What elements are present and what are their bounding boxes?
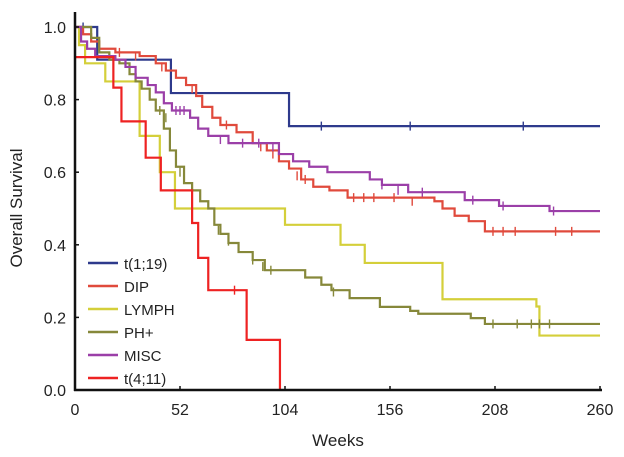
y-tick-label: 0.2 bbox=[44, 310, 66, 327]
survival-curve bbox=[75, 25, 600, 213]
x-tick-label: 52 bbox=[171, 402, 189, 419]
legend-label: PH+ bbox=[124, 325, 154, 342]
survival-curve bbox=[75, 25, 600, 326]
legend-item: PH+ bbox=[88, 325, 154, 342]
y-tick-label: 1.0 bbox=[44, 20, 66, 37]
series-dip bbox=[75, 25, 600, 236]
series-t-1-19- bbox=[75, 22, 600, 131]
legend-label: MISC bbox=[124, 348, 162, 365]
legend: t(1;19) DIP LYMPH PH+ MISC t(4;11) bbox=[88, 256, 175, 388]
series-t-4-11- bbox=[75, 56, 282, 390]
series-layer bbox=[75, 22, 600, 390]
y-tick-label: 0.8 bbox=[44, 93, 66, 110]
x-axis-title: Weeks bbox=[312, 431, 364, 450]
y-axis-title: Overall Survival bbox=[7, 148, 26, 267]
legend-item: t(4;11) bbox=[88, 371, 166, 388]
legend-item: t(1;19) bbox=[88, 256, 167, 273]
survival-curve bbox=[75, 56, 282, 390]
x-tick-label: 208 bbox=[482, 402, 509, 419]
series-ph- bbox=[75, 25, 600, 329]
legend-item: DIP bbox=[88, 279, 149, 296]
legend-label: DIP bbox=[124, 279, 149, 296]
x-tick-label: 104 bbox=[272, 402, 299, 419]
legend-item: LYMPH bbox=[88, 302, 175, 319]
survival-curve bbox=[75, 25, 600, 233]
series-misc bbox=[75, 25, 600, 216]
x-tick-label: 156 bbox=[377, 402, 404, 419]
y-tick-label: 0.4 bbox=[44, 238, 66, 255]
legend-label: t(4;11) bbox=[124, 371, 166, 388]
survival-curve bbox=[75, 25, 600, 337]
x-tick-label: 260 bbox=[587, 402, 614, 419]
legend-label: t(1;19) bbox=[124, 256, 167, 273]
tick-layer: 0 52 104 156 208 260 0.0 0.2 0.4 0.6 0.8 1.0 bbox=[44, 20, 614, 419]
survival-curve bbox=[75, 25, 600, 128]
legend-label: LYMPH bbox=[124, 302, 175, 319]
y-tick-label: 0.6 bbox=[44, 165, 66, 182]
series-lymph bbox=[75, 25, 600, 337]
legend-item: MISC bbox=[88, 348, 162, 365]
y-tick-label: 0.0 bbox=[44, 383, 66, 400]
x-tick-label: 0 bbox=[71, 402, 80, 419]
